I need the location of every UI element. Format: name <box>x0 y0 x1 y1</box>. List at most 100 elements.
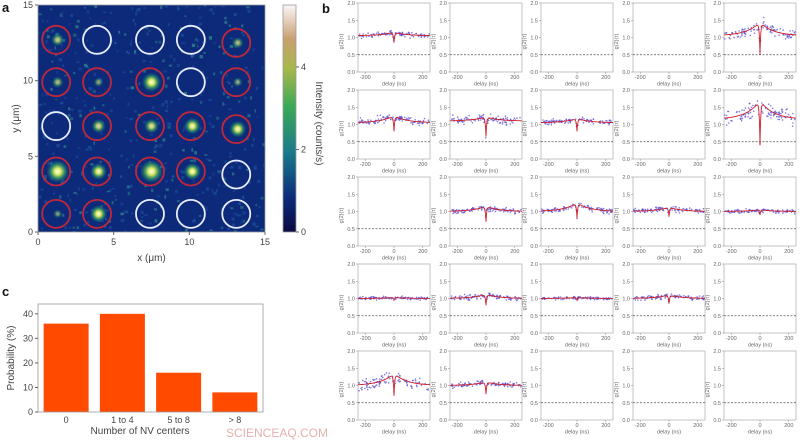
noise-pixel <box>78 147 81 150</box>
data-point <box>520 386 522 388</box>
data-point <box>514 295 516 298</box>
noise-pixel <box>165 188 169 192</box>
data-point <box>515 382 518 384</box>
noise-pixel <box>160 144 163 147</box>
y-tick-label: 1.5 <box>622 366 630 372</box>
x-tick-label: 200 <box>784 249 793 255</box>
noise-pixel <box>164 180 168 183</box>
data-point <box>559 119 561 121</box>
subplot-frame <box>540 350 614 421</box>
y-tick-label: 2.0 <box>622 1 630 7</box>
data-point <box>609 209 612 211</box>
subplot-frame <box>449 176 523 247</box>
data-point <box>416 385 418 388</box>
noise-pixel <box>169 134 173 138</box>
y-tick-label: 1.0 <box>713 123 721 129</box>
x-tick-label: 0 <box>484 249 487 255</box>
data-point <box>415 32 418 35</box>
y-tick-label: 1.5 <box>530 18 538 24</box>
data-point <box>410 385 412 387</box>
data-point <box>385 34 387 36</box>
data-point <box>541 208 543 210</box>
noise-pixel <box>156 118 159 120</box>
data-point <box>780 117 783 119</box>
subplot-frame <box>632 263 706 334</box>
data-point <box>749 108 751 111</box>
data-point <box>551 119 553 121</box>
data-point <box>646 295 649 298</box>
noise-pixel <box>61 43 64 48</box>
noise-pixel <box>233 230 237 232</box>
data-point <box>547 123 550 126</box>
noise-pixel <box>64 96 67 99</box>
y-tick-label: 0.0 <box>713 418 721 424</box>
noise-pixel <box>203 5 207 7</box>
noise-pixel <box>191 148 194 152</box>
data-point <box>774 35 776 37</box>
noise-pixel <box>180 170 183 173</box>
data-point <box>427 119 430 121</box>
noise-pixel <box>238 165 242 170</box>
x-axis-label: delay (ns) <box>474 256 498 262</box>
y-tick-label: 0.5 <box>347 227 355 233</box>
noise-pixel <box>169 55 173 58</box>
subplot-r2-c5: 0.0 0.5 1.0 1.5 2.0 -200 0 200 delay (ns) g(2)(τ) <box>705 88 797 175</box>
subplot-r4-c3: 0.0 0.5 1.0 1.5 2.0 -200 0 200 delay (ns) g(2)(τ) <box>522 262 614 349</box>
x-tick-label: -200 <box>543 75 554 81</box>
noise-pixel <box>141 27 146 30</box>
noise-pixel <box>198 22 203 26</box>
y-tick-label: 1.0 <box>713 297 721 303</box>
subplot-r4-c1: 0.0 0.5 1.0 1.5 2.0 -200 0 200 delay (ns) g(2)(τ) <box>339 262 431 349</box>
y-tick-label: 1.5 <box>347 105 355 111</box>
y-tick-label: 1.5 <box>622 18 630 24</box>
noise-pixel <box>215 189 218 192</box>
data-point <box>724 38 726 40</box>
noise-pixel <box>201 90 204 93</box>
noise-pixel <box>43 102 46 105</box>
data-point <box>771 32 773 34</box>
noise-pixel <box>173 58 176 62</box>
noise-pixel <box>206 187 209 191</box>
x-tick-label: -200 <box>726 249 737 255</box>
noise-pixel <box>160 34 164 37</box>
data-point <box>767 103 770 105</box>
x-tick-label: 200 <box>693 162 702 168</box>
x-tick-label: 0 <box>667 75 670 81</box>
data-point <box>470 297 473 300</box>
noise-pixel <box>106 190 111 193</box>
data-point <box>771 107 774 110</box>
x-tick-label: 1 to 4 <box>111 415 134 425</box>
nv-circle-red <box>41 156 72 187</box>
noise-pixel <box>208 159 212 162</box>
data-point <box>492 119 495 122</box>
data-point <box>478 114 481 116</box>
subplot-r3-c2: 0.0 0.5 1.0 1.5 2.0 -200 0 200 delay (ns) g(2)(τ) <box>431 175 523 262</box>
data-point <box>414 378 417 380</box>
panel-b-g2-grid: 0.0 0.5 1.0 1.5 2.0 -200 0 200 delay (ns) g(2)(τ)… <box>339 1 797 436</box>
data-point <box>463 293 466 296</box>
x-tick-label: 0 <box>484 75 487 81</box>
data-point <box>504 115 507 117</box>
data-point <box>369 380 372 383</box>
data-point <box>390 118 392 121</box>
data-point <box>744 28 746 30</box>
data-point <box>749 111 752 114</box>
data-point <box>407 31 410 34</box>
noise-pixel <box>70 14 74 17</box>
data-point <box>762 16 765 19</box>
noise-pixel <box>143 158 146 161</box>
y-tick-label: 0.0 <box>530 70 538 76</box>
data-point <box>753 210 756 213</box>
noise-pixel <box>200 92 202 96</box>
data-point <box>756 29 758 31</box>
data-point <box>650 208 652 210</box>
data-point <box>458 382 460 385</box>
noise-pixel <box>233 13 237 17</box>
data-point <box>479 297 482 300</box>
data-point <box>671 209 673 211</box>
data-point <box>564 122 566 125</box>
data-point <box>505 121 507 123</box>
x-tick-label: 0 <box>758 162 761 168</box>
noise-pixel <box>38 195 42 199</box>
data-point <box>665 293 667 296</box>
